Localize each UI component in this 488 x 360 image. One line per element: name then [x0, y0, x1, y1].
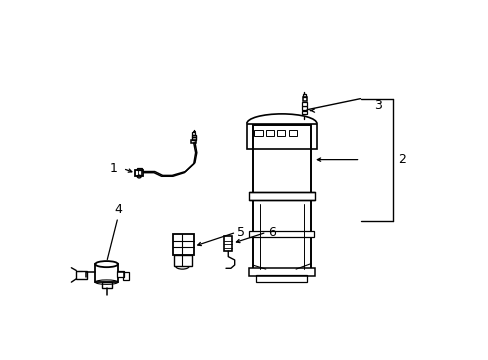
Bar — [191, 135, 195, 138]
Bar — [102, 282, 111, 288]
Bar — [224, 236, 232, 251]
Bar — [135, 170, 143, 176]
Text: 2: 2 — [398, 153, 406, 166]
Bar — [248, 192, 314, 200]
Bar — [303, 94, 305, 97]
Text: 4: 4 — [114, 203, 122, 216]
Bar — [191, 138, 195, 140]
Bar — [256, 275, 307, 282]
Text: 3: 3 — [373, 99, 381, 112]
Bar — [302, 102, 306, 105]
Bar — [122, 272, 129, 280]
Bar — [246, 123, 316, 149]
Ellipse shape — [95, 261, 118, 267]
Bar — [265, 130, 274, 136]
Bar — [192, 132, 195, 135]
Bar — [76, 270, 87, 279]
Bar — [302, 107, 306, 110]
Bar — [249, 231, 314, 237]
Text: 5: 5 — [237, 226, 245, 239]
Bar — [248, 268, 314, 276]
Text: 6: 6 — [267, 226, 275, 239]
Bar — [117, 270, 124, 278]
Bar — [302, 97, 306, 102]
Bar — [254, 130, 262, 136]
Bar — [302, 111, 306, 114]
Bar — [288, 130, 296, 136]
Bar — [191, 140, 196, 143]
Bar — [174, 255, 192, 266]
Bar — [136, 168, 142, 170]
Bar — [95, 264, 118, 282]
Bar — [173, 234, 193, 255]
Bar — [252, 125, 311, 269]
Text: 1: 1 — [109, 162, 117, 175]
Bar — [277, 130, 285, 136]
